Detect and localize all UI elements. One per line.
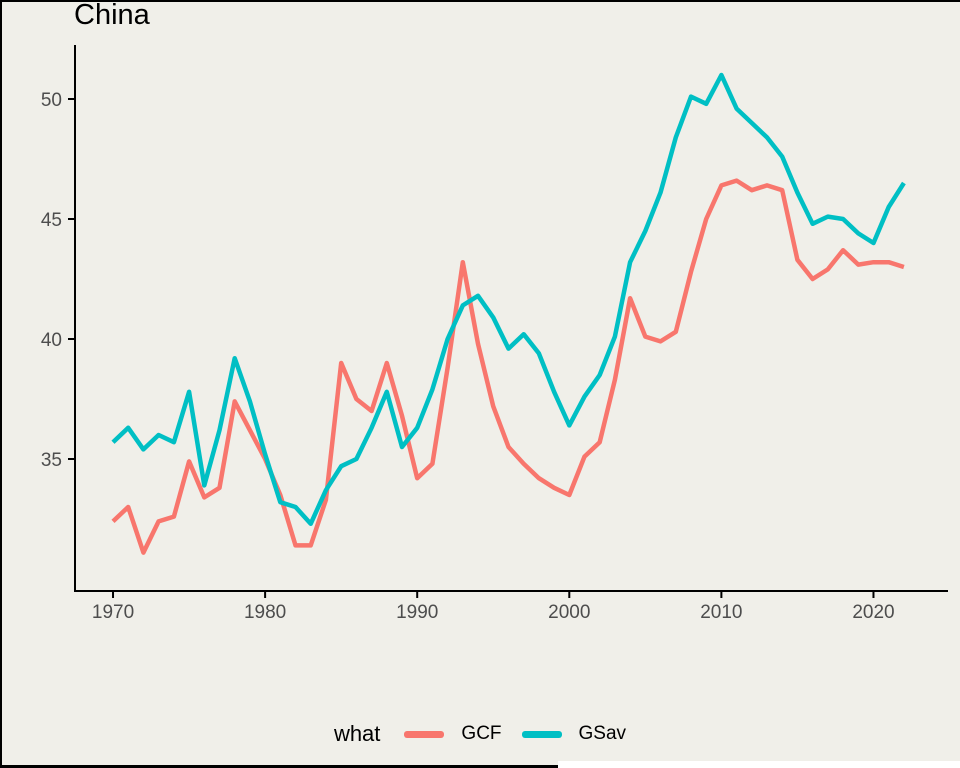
x-tick-label: 1990	[396, 602, 438, 623]
legend-label-gcf: GCF	[461, 723, 502, 744]
axes: 1970 1980 1990 2000 2010 2020 35 40 45 50	[41, 45, 948, 623]
y-tick-label: 40	[41, 330, 62, 351]
screenshot-bottom-border	[0, 765, 558, 768]
legend-label-gsav: GSav	[578, 723, 627, 744]
y-tick-label: 45	[41, 210, 62, 231]
legend-item-gcf: GCF	[404, 723, 502, 745]
data-series	[111, 72, 906, 555]
bottom-white-strip	[558, 761, 960, 768]
y-tick-label: 35	[41, 450, 62, 471]
x-tick-label: 2020	[852, 602, 894, 623]
legend: what GCF GSav	[0, 712, 960, 756]
y-tick-label: 50	[41, 90, 62, 111]
gsav-line	[111, 72, 906, 527]
gcf-line	[111, 178, 905, 555]
x-tick-label: 2000	[548, 602, 590, 623]
screenshot-left-border	[0, 0, 2, 768]
chart-title: China	[74, 0, 150, 31]
gcf-line-swatch-icon	[404, 730, 445, 738]
x-tick-label: 2010	[700, 602, 742, 623]
screenshot-top-border	[0, 0, 960, 2]
x-tick-label: 1980	[244, 602, 286, 623]
legend-title: what	[333, 721, 381, 746]
gsav-line-swatch-icon	[521, 730, 562, 738]
x-tick-label: 1970	[92, 602, 134, 623]
legend-item-gsav: GSav	[521, 723, 627, 745]
